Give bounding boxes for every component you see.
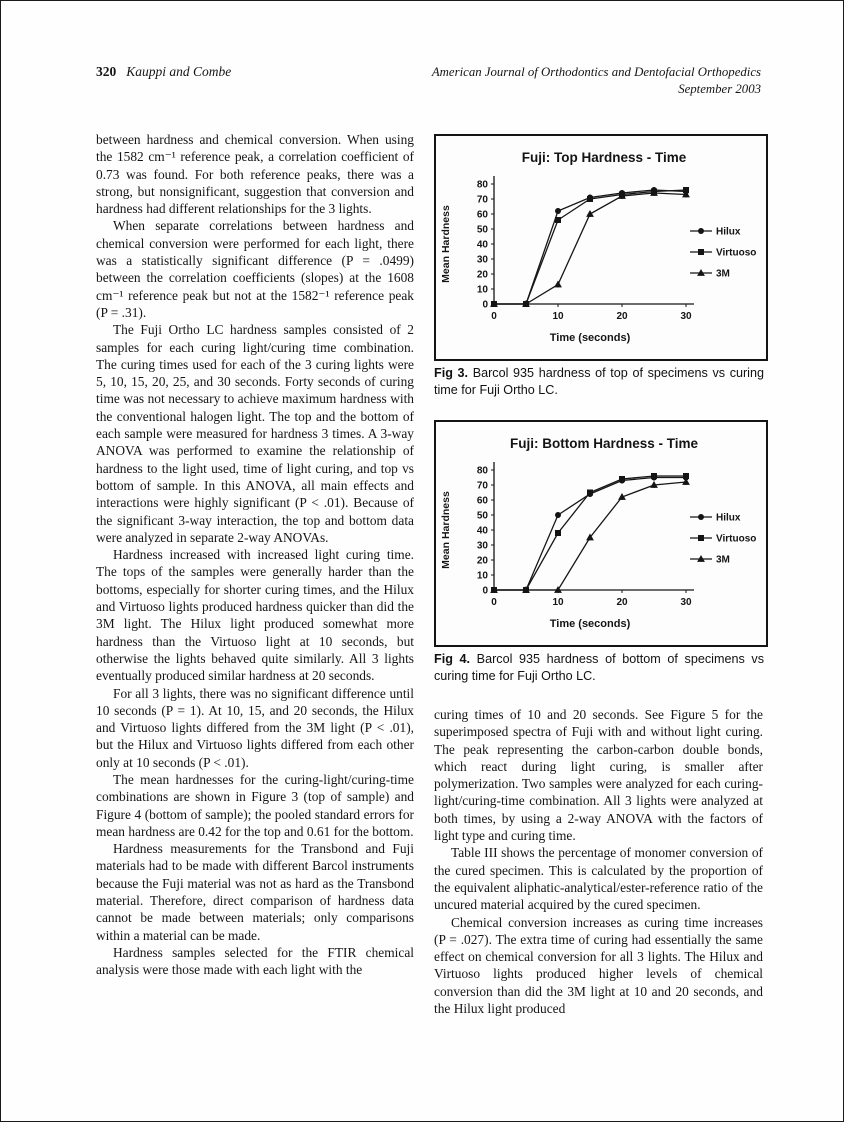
svg-text:50: 50 [477,511,489,522]
running-header-left: 320 Kauppi and Combe [96,64,231,80]
right-text-column: curing times of 10 and 20 seconds. See F… [434,706,763,1017]
series-Virtuoso [491,473,689,593]
chart-title: Fuji: Bottom Hardness - Time [510,436,699,451]
svg-text:10: 10 [552,311,564,322]
svg-text:20: 20 [616,597,628,608]
series-Virtuoso [491,187,689,307]
y-axis-label: Mean Hardness [440,491,452,569]
svg-text:30: 30 [477,541,489,552]
svg-text:Virtuoso: Virtuoso [716,534,756,545]
x-axis-label: Time (seconds) [550,618,631,630]
svg-text:40: 40 [477,240,489,251]
journal-issue-date: September 2003 [678,82,761,96]
svg-text:Hilux: Hilux [716,227,741,238]
bottom-hardness-chart: Fuji: Bottom Hardness - Time 0 10 20 30 40 50 6… [440,436,756,630]
svg-text:10: 10 [477,571,489,582]
top-hardness-chart: Fuji: Top Hardness - Time 0 10 20 30 40 50 60 70… [440,150,756,344]
paragraph: curing times of 10 and 20 seconds. See F… [434,707,763,844]
paragraph: Hardness increased with increased light … [96,547,414,684]
svg-text:20: 20 [477,270,489,281]
svg-text:60: 60 [477,496,489,507]
paragraph: The mean hardnesses for the curing-light… [96,771,414,839]
paragraph: Hardness samples selected for the FTIR c… [96,944,414,978]
svg-text:10: 10 [477,285,489,296]
chart-legend: Hilux Virtuoso 3M [690,513,756,566]
running-authors: Kauppi and Combe [126,64,232,79]
svg-text:0: 0 [491,597,497,608]
svg-text:50: 50 [477,225,489,236]
figure-4-caption: Fig 4. Barcol 935 hardness of bottom of … [434,651,764,684]
svg-text:0: 0 [482,586,488,597]
paragraph: Chemical conversion increases as curing … [434,914,763,1017]
paragraph: The Fuji Ortho LC hardness samples consi… [96,322,414,545]
y-axis-label: Mean Hardness [440,205,452,283]
svg-text:0: 0 [491,311,497,322]
chart-legend: Hilux Virtuoso 3M [690,227,756,280]
svg-text:80: 80 [477,466,489,477]
series-3M [490,189,690,307]
series-3M [490,478,690,593]
svg-text:Virtuoso: Virtuoso [716,248,756,259]
figure-3-caption: Fig 3. Barcol 935 hardness of top of spe… [434,365,764,398]
svg-text:Hilux: Hilux [716,513,741,524]
svg-text:0: 0 [482,300,488,311]
journal-title: American Journal of Orthodontics and Den… [431,65,761,79]
page-number: 320 [96,64,117,79]
figure-4-caption-text: Barcol 935 hardness of bottom of specime… [434,652,764,683]
svg-text:70: 70 [477,195,489,206]
paragraph: When separate correlations between hardn… [96,218,414,320]
svg-text:80: 80 [477,180,489,191]
chart-title: Fuji: Top Hardness - Time [522,150,687,165]
svg-text:20: 20 [616,311,628,322]
svg-text:60: 60 [477,210,489,221]
running-header-right: American Journal of Orthodontics and Den… [432,64,761,98]
svg-text:3M: 3M [716,555,730,566]
svg-text:30: 30 [680,311,692,322]
figure-3-caption-label: Fig 3. [434,366,469,380]
svg-text:20: 20 [477,556,489,567]
series-Hilux [491,187,689,307]
paragraph: between hardness and chemical conversion… [96,132,414,217]
figure-4-caption-label: Fig 4. [434,652,471,666]
svg-text:10: 10 [552,597,564,608]
svg-text:40: 40 [477,526,489,537]
svg-text:70: 70 [477,481,489,492]
figure-3-chart-frame: Fuji: Top Hardness - Time 0 10 20 30 40 50 60 70… [434,134,768,361]
svg-text:30: 30 [680,597,692,608]
x-axis-label: Time (seconds) [550,332,631,344]
paragraph: For all 3 lights, there was no significa… [96,685,414,770]
paragraph: Table III shows the percentage of monome… [434,845,763,913]
svg-text:30: 30 [477,255,489,266]
figure-4-chart-frame: Fuji: Bottom Hardness - Time 0 10 20 30 40 50 6… [434,420,768,647]
figure-3-caption-text: Barcol 935 hardness of top of specimens … [434,366,764,397]
left-text-column: between hardness and chemical conversion… [96,131,414,979]
svg-text:3M: 3M [716,269,730,280]
paragraph: Hardness measurements for the Transbond … [96,841,414,943]
